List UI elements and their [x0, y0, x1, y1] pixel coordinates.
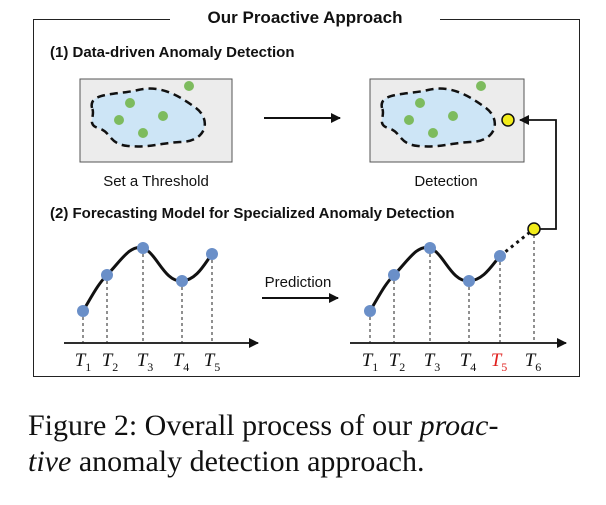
predicted-anomaly-point	[527, 222, 541, 236]
normal-point	[125, 98, 135, 108]
feedback-connector	[519, 115, 557, 230]
normal-point	[404, 115, 414, 125]
right-tick-label: T5	[491, 350, 508, 374]
diagram-title: Our Proactive Approach	[170, 8, 440, 32]
detection-label: Detection	[414, 173, 477, 190]
forecast-segment	[499, 227, 535, 258]
series-node	[364, 305, 376, 317]
series-node	[137, 242, 149, 254]
caption-prefix: Figure 2: Overall process of our	[28, 409, 420, 442]
left-tick-label: T3	[137, 350, 154, 374]
prediction-label: Prediction	[265, 274, 332, 291]
series-node	[206, 248, 218, 260]
right-tick-label: T6	[525, 350, 542, 374]
left-tick-label: T4	[173, 350, 190, 374]
normal-point	[158, 111, 168, 121]
caption-italic-1: proac-	[419, 409, 499, 442]
series-node	[388, 269, 400, 281]
normal-point	[476, 81, 486, 91]
right-tick-labels: T1 T2 T3 T4 T5 T6	[362, 350, 542, 374]
right-tick-label: T3	[424, 350, 441, 374]
left-series-curve	[81, 245, 214, 312]
left-tick-label: T1	[75, 350, 92, 374]
right-tick-label: T1	[362, 350, 379, 374]
series-node	[101, 269, 113, 281]
anomaly-point	[501, 113, 515, 127]
caption-suffix: anomaly detection approach.	[71, 445, 425, 478]
caption-italic-2: tive	[28, 445, 72, 478]
right-tick-label: T2	[389, 350, 406, 374]
detection-cluster	[380, 87, 496, 148]
series-node	[424, 242, 436, 254]
series-node	[494, 250, 506, 262]
right-timeline-chart: T1 T2 T3 T4 T5 T6	[350, 222, 567, 374]
series-node	[176, 275, 188, 287]
right-tick-label: T4	[460, 350, 477, 374]
threshold-label: Set a Threshold	[103, 173, 209, 190]
section2-heading: (2) Forecasting Model for Specialized An…	[50, 205, 455, 222]
normal-point	[415, 98, 425, 108]
series-node	[77, 305, 89, 317]
normal-point	[114, 115, 124, 125]
figure-caption: Figure 2: Overall process of our proac-t…	[28, 408, 588, 480]
left-tick-label: T2	[102, 350, 119, 374]
left-tick-labels: T1 T2 T3 T4 T5	[75, 350, 221, 374]
left-tick-label: T5	[204, 350, 221, 374]
normal-point	[448, 111, 458, 121]
right-series-curve	[368, 245, 502, 312]
left-timeline-chart: T1 T2 T3 T4 T5	[64, 242, 259, 374]
series-node	[463, 275, 475, 287]
section1-heading: (1) Data-driven Anomaly Detection	[50, 44, 295, 61]
threshold-cluster	[90, 87, 206, 148]
normal-point	[428, 128, 438, 138]
normal-point	[138, 128, 148, 138]
normal-point	[184, 81, 194, 91]
